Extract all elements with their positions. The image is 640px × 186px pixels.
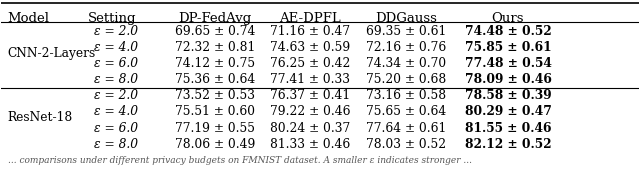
Text: 75.36 ± 0.64: 75.36 ± 0.64: [175, 73, 255, 86]
Text: ε = 4.0: ε = 4.0: [94, 105, 138, 118]
Text: 80.29 ± 0.47: 80.29 ± 0.47: [465, 105, 552, 118]
Text: Ours: Ours: [492, 12, 524, 25]
Text: 77.64 ± 0.61: 77.64 ± 0.61: [366, 122, 446, 134]
Text: CNN-2-Layers: CNN-2-Layers: [8, 46, 96, 60]
Text: 72.32 ± 0.81: 72.32 ± 0.81: [175, 41, 255, 54]
Text: 73.52 ± 0.53: 73.52 ± 0.53: [175, 89, 255, 102]
Text: 73.16 ± 0.58: 73.16 ± 0.58: [366, 89, 446, 102]
Text: ε = 8.0: ε = 8.0: [94, 138, 138, 151]
Text: 69.35 ± 0.61: 69.35 ± 0.61: [366, 25, 446, 38]
Text: 74.63 ± 0.59: 74.63 ± 0.59: [270, 41, 351, 54]
Text: ε = 2.0: ε = 2.0: [94, 89, 138, 102]
Text: ResNet-18: ResNet-18: [8, 111, 73, 124]
Text: 75.51 ± 0.60: 75.51 ± 0.60: [175, 105, 255, 118]
Text: 75.65 ± 0.64: 75.65 ± 0.64: [366, 105, 446, 118]
Text: 75.85 ± 0.61: 75.85 ± 0.61: [465, 41, 551, 54]
Text: Model: Model: [8, 12, 50, 25]
Text: 80.24 ± 0.37: 80.24 ± 0.37: [270, 122, 351, 134]
Text: AE-DPFL: AE-DPFL: [280, 12, 341, 25]
Text: ε = 6.0: ε = 6.0: [94, 122, 138, 134]
Text: 77.48 ± 0.54: 77.48 ± 0.54: [465, 57, 552, 70]
Text: 82.12 ± 0.52: 82.12 ± 0.52: [465, 138, 551, 151]
Text: 78.09 ± 0.46: 78.09 ± 0.46: [465, 73, 552, 86]
Text: 78.58 ± 0.39: 78.58 ± 0.39: [465, 89, 551, 102]
Text: ε = 2.0: ε = 2.0: [94, 25, 138, 38]
Text: DP-FedAvg: DP-FedAvg: [178, 12, 252, 25]
Text: Setting: Setting: [88, 12, 136, 25]
Text: ... comparisons under different privacy budgets on FMNIST dataset. A smaller ε i: ... comparisons under different privacy …: [8, 156, 472, 165]
Text: 77.19 ± 0.55: 77.19 ± 0.55: [175, 122, 255, 134]
Text: 76.37 ± 0.41: 76.37 ± 0.41: [270, 89, 351, 102]
Text: 81.33 ± 0.46: 81.33 ± 0.46: [270, 138, 351, 151]
Text: 81.55 ± 0.46: 81.55 ± 0.46: [465, 122, 551, 134]
Text: 79.22 ± 0.46: 79.22 ± 0.46: [270, 105, 351, 118]
Text: 76.25 ± 0.42: 76.25 ± 0.42: [270, 57, 351, 70]
Text: DDGauss: DDGauss: [375, 12, 437, 25]
Text: 74.48 ± 0.52: 74.48 ± 0.52: [465, 25, 551, 38]
Text: 74.34 ± 0.70: 74.34 ± 0.70: [366, 57, 446, 70]
Text: 69.65 ± 0.74: 69.65 ± 0.74: [175, 25, 255, 38]
Text: ε = 6.0: ε = 6.0: [94, 57, 138, 70]
Text: 75.20 ± 0.68: 75.20 ± 0.68: [366, 73, 446, 86]
Text: 78.06 ± 0.49: 78.06 ± 0.49: [175, 138, 255, 151]
Text: 71.16 ± 0.47: 71.16 ± 0.47: [270, 25, 351, 38]
Text: 72.16 ± 0.76: 72.16 ± 0.76: [366, 41, 446, 54]
Text: 77.41 ± 0.33: 77.41 ± 0.33: [271, 73, 351, 86]
Text: ε = 4.0: ε = 4.0: [94, 41, 138, 54]
Text: 78.03 ± 0.52: 78.03 ± 0.52: [366, 138, 446, 151]
Text: ε = 8.0: ε = 8.0: [94, 73, 138, 86]
Text: 74.12 ± 0.75: 74.12 ± 0.75: [175, 57, 255, 70]
